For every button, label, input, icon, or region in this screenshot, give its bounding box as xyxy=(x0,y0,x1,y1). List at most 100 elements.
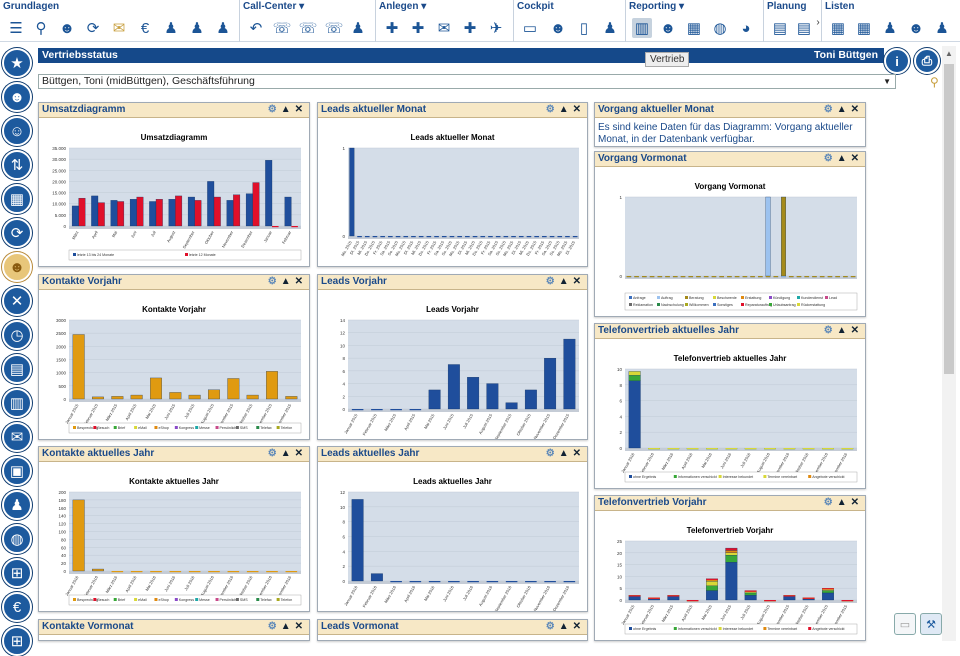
close-icon[interactable]: ✕ xyxy=(850,497,863,508)
org-chart-icon[interactable]: ⊞ xyxy=(2,626,32,656)
dropdown-arrow-icon[interactable]: ▼ xyxy=(883,77,891,86)
collapse-icon[interactable]: ▲ xyxy=(558,104,573,115)
collapse-icon[interactable]: ▲ xyxy=(836,153,851,164)
clock-icon[interactable]: ◷ xyxy=(2,320,32,350)
pie-icon[interactable]: ◕ xyxy=(741,19,751,37)
building-icon[interactable]: ▦ xyxy=(2,184,32,214)
user-list-icon[interactable]: ♟ xyxy=(883,20,897,37)
add-mail-icon[interactable]: ✉ xyxy=(437,20,451,37)
employee-select[interactable]: Büttgen, Toni (midBüttgen), Geschäftsfüh… xyxy=(38,74,896,89)
euro-icon[interactable]: € xyxy=(2,592,32,622)
sync-icon[interactable]: ⟳ xyxy=(86,20,100,37)
close-icon[interactable]: ✕ xyxy=(850,104,863,115)
sync-icon[interactable]: ⟳ xyxy=(2,218,32,248)
add-plane-icon[interactable]: ✈ xyxy=(489,20,503,37)
user-list-icon[interactable]: ♟ xyxy=(935,20,949,37)
close-icon[interactable]: ✕ xyxy=(850,153,863,164)
close-icon[interactable]: ✕ xyxy=(572,621,585,632)
phone-in-icon[interactable]: ↶ xyxy=(249,20,263,37)
grid-icon[interactable]: ▦ xyxy=(856,20,872,37)
collapse-icon[interactable]: ▲ xyxy=(836,497,851,508)
person-icon[interactable]: ♟ xyxy=(190,20,204,37)
car-icon[interactable]: ▣ xyxy=(2,456,32,486)
chevron-right-icon[interactable]: › xyxy=(816,16,820,28)
add-contact-icon[interactable]: ✚ xyxy=(385,20,399,37)
collapse-icon[interactable]: ▲ xyxy=(558,621,573,632)
close-icon[interactable]: ✕ xyxy=(572,448,585,459)
vertical-scrollbar[interactable]: ▲ xyxy=(942,46,956,641)
close-icon[interactable]: ✕ xyxy=(294,448,307,459)
mail-icon[interactable]: ✉ xyxy=(2,422,32,452)
collapse-icon[interactable]: ▲ xyxy=(558,276,573,287)
star-icon[interactable]: ★ xyxy=(2,48,32,78)
euro-icon[interactable]: € xyxy=(140,19,150,37)
close-icon[interactable]: ✕ xyxy=(294,276,307,287)
tools-icon[interactable]: ✕ xyxy=(2,286,32,316)
info-icon[interactable]: i xyxy=(884,48,910,74)
collapse-icon[interactable]: ▲ xyxy=(836,325,851,336)
settings-icon[interactable]: ⚙ xyxy=(545,448,559,459)
ribbon-group-title[interactable]: Call-Center ▾ xyxy=(243,1,305,12)
collapse-icon[interactable]: ▲ xyxy=(280,621,295,632)
person-icon[interactable]: ♟ xyxy=(216,20,230,37)
plan-icon[interactable]: ▤ xyxy=(772,20,788,37)
phone-icon[interactable]: ☏ xyxy=(298,20,318,37)
phone-out-icon[interactable]: ☏ xyxy=(272,20,292,37)
settings-icon[interactable]: ⚙ xyxy=(545,621,559,632)
settings-icon[interactable]: ⚙ xyxy=(823,104,837,115)
close-icon[interactable]: ✕ xyxy=(572,276,585,287)
person-icon[interactable]: ♟ xyxy=(603,20,617,37)
menu-icon[interactable]: ☰ xyxy=(9,20,23,37)
people-icon[interactable]: ♟ xyxy=(2,490,32,520)
close-icon[interactable]: ✕ xyxy=(572,104,585,115)
cart-icon[interactable]: ⊞ xyxy=(2,558,32,588)
search-icon[interactable]: ⚲ xyxy=(35,20,47,37)
settings-icon[interactable]: ⚙ xyxy=(823,497,837,508)
scrollbar-thumb[interactable] xyxy=(944,64,954,374)
ribbon-group-title[interactable]: Reporting ▾ xyxy=(629,1,685,12)
settings-icon[interactable]: ⚙ xyxy=(823,325,837,336)
person-icon[interactable]: ♟ xyxy=(164,20,178,37)
settings-icon[interactable]: ⚙ xyxy=(267,448,281,459)
settings-icon[interactable]: ⚙ xyxy=(823,153,837,164)
collapse-icon[interactable]: ▲ xyxy=(558,448,573,459)
plan-icon[interactable]: ▤ xyxy=(796,20,812,37)
user-add-icon[interactable]: ☻ xyxy=(59,19,75,37)
collapse-icon[interactable]: ▲ xyxy=(836,104,851,115)
add-item-icon[interactable]: ✚ xyxy=(463,20,477,37)
scroll-up-icon[interactable]: ▲ xyxy=(945,49,953,58)
close-icon[interactable]: ✕ xyxy=(850,325,863,336)
document-icon[interactable]: ▥ xyxy=(2,388,32,418)
close-icon[interactable]: ✕ xyxy=(294,104,307,115)
clipboard-icon[interactable]: ▯ xyxy=(579,20,589,37)
calendar-icon[interactable]: ▤ xyxy=(2,354,32,384)
collapse-icon[interactable]: ▲ xyxy=(280,276,295,287)
user-circle-icon[interactable]: ☺ xyxy=(2,116,32,146)
print-icon[interactable]: ⎙ xyxy=(914,48,940,74)
org-icon[interactable]: ▦ xyxy=(686,20,702,37)
arrows-icon[interactable]: ⇅ xyxy=(2,150,32,180)
add-org-icon[interactable]: ✚ xyxy=(411,20,425,37)
mail-icon[interactable]: ✉ xyxy=(112,20,126,37)
ribbon-group-title[interactable]: Anlegen ▾ xyxy=(379,1,427,12)
person-icon[interactable]: ☻ xyxy=(908,19,924,37)
globe-icon[interactable]: ◍ xyxy=(713,20,727,37)
settings-icon[interactable]: ⚙ xyxy=(545,104,559,115)
collapse-icon[interactable]: ▲ xyxy=(280,104,295,115)
globe-icon[interactable]: ◍ xyxy=(2,524,32,554)
settings-icon[interactable]: ⚙ xyxy=(267,104,281,115)
save-icon[interactable]: ▭ xyxy=(894,613,916,635)
person-icon[interactable]: ♟ xyxy=(351,20,365,37)
close-icon[interactable]: ✕ xyxy=(294,621,307,632)
settings-icon[interactable]: ⚙ xyxy=(267,621,281,632)
search-icon[interactable]: ⚲ xyxy=(930,75,939,89)
group-icon[interactable]: ☻ xyxy=(2,252,32,282)
wrench-icon[interactable]: ⚒ xyxy=(920,613,942,635)
chart-icon[interactable]: ▥ xyxy=(632,18,652,38)
user-icon[interactable]: ☻ xyxy=(2,82,32,112)
collapse-icon[interactable]: ▲ xyxy=(280,448,295,459)
person-icon[interactable]: ☻ xyxy=(550,19,566,37)
list-icon[interactable]: ▦ xyxy=(830,20,846,37)
person-icon[interactable]: ☻ xyxy=(660,19,676,37)
phone-icon[interactable]: ☏ xyxy=(324,20,344,37)
